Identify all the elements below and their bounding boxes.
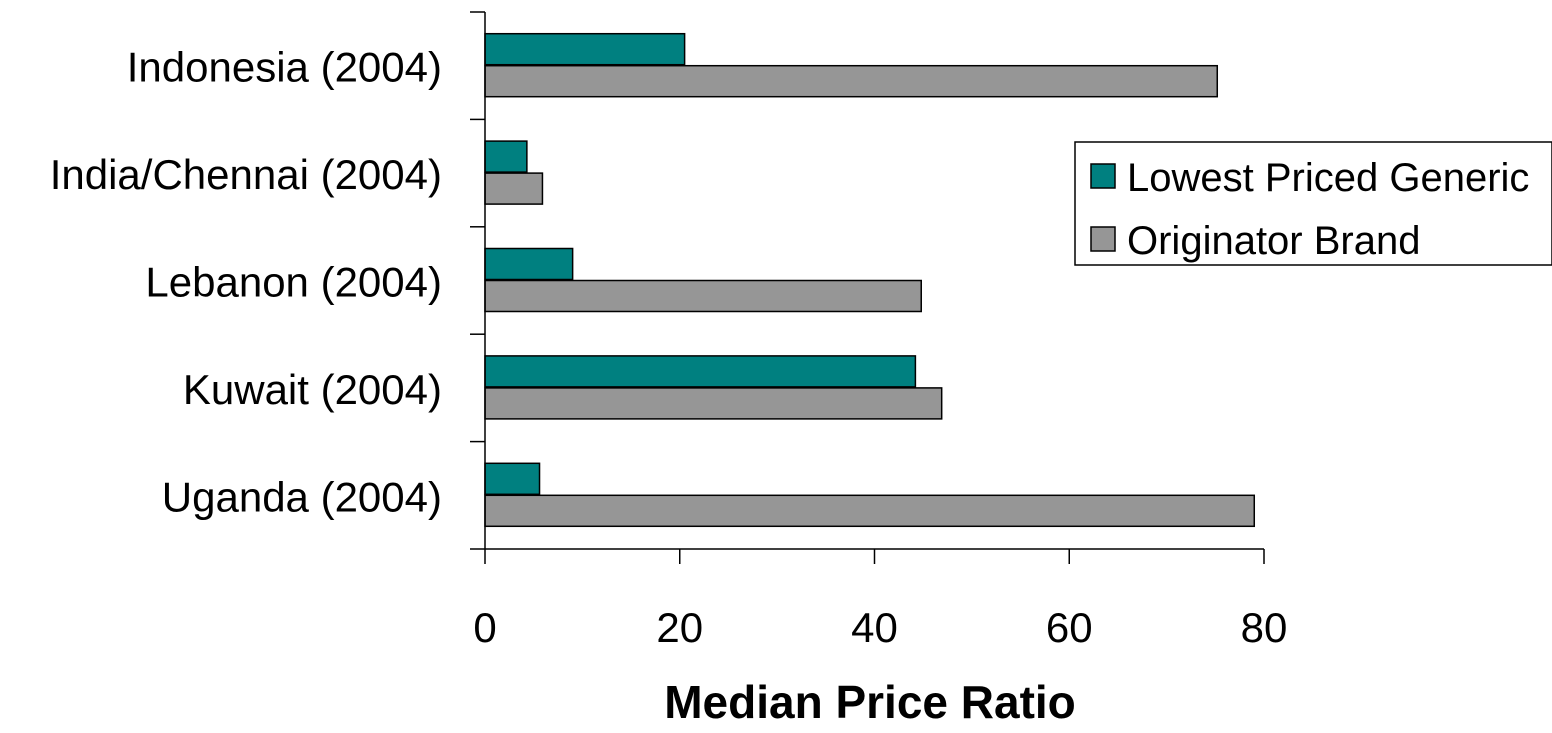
- x-axis-title: Median Price Ratio: [664, 676, 1076, 728]
- x-tick-label: 60: [1046, 604, 1093, 651]
- category-label: Uganda (2004): [162, 473, 442, 520]
- x-tick-label: 20: [656, 604, 703, 651]
- bar-generic: [484, 32, 686, 66]
- category-label: Kuwait (2004): [183, 366, 442, 413]
- bar-originator: [484, 494, 1256, 528]
- bar-originator: [484, 387, 943, 420]
- category-label: India/Chennai (2004): [50, 151, 442, 198]
- legend: Lowest Priced Generic Originator Brand: [1074, 141, 1552, 266]
- legend-swatch: [1090, 226, 1116, 252]
- bar-originator: [484, 279, 922, 313]
- legend-swatch: [1090, 163, 1116, 189]
- legend-label: Lowest Priced Generic: [1127, 156, 1529, 200]
- x-tick-label: 40: [851, 604, 898, 651]
- bar-originator: [484, 64, 1219, 98]
- category-label: Lebanon (2004): [145, 259, 442, 306]
- legend-box: [1074, 141, 1552, 266]
- bar-originator: [484, 172, 544, 205]
- bar-generic: [484, 140, 528, 173]
- bar-generic: [484, 355, 917, 388]
- x-tick-label: 0: [473, 604, 496, 651]
- category-label: Indonesia (2004): [127, 44, 442, 91]
- x-tick-label: 80: [1241, 604, 1288, 651]
- bar-generic: [484, 462, 541, 496]
- legend-label: Originator Brand: [1127, 219, 1420, 263]
- bar-generic: [484, 247, 574, 281]
- plot-area: Indonesia (2004) India/Chennai (2004) Leba…: [50, 11, 1288, 651]
